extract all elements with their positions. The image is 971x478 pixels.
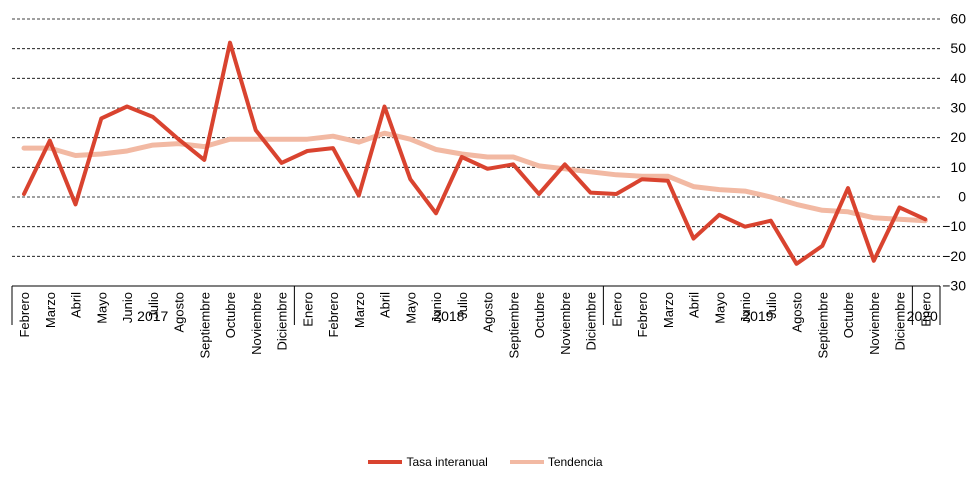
x-tick-label: Mayo: [712, 292, 727, 324]
x-tick-label: Septiembre: [815, 292, 830, 358]
x-tick-label: Diciembre: [584, 292, 599, 351]
y-tick-label: −30: [942, 278, 966, 294]
y-tick-label: 60: [950, 11, 966, 27]
x-tick-label: Diciembre: [275, 292, 290, 351]
x-tick-label: Febrero: [635, 292, 650, 338]
x-tick-label: Enero: [609, 292, 624, 327]
year-label: 2017: [137, 308, 168, 324]
x-axis-month-labels: Febrero Marzo Abril Mayo Junio Julio Agosto Sep…: [17, 292, 933, 359]
x-tick-label: Octubre: [223, 292, 238, 338]
y-tick-label: 30: [950, 100, 966, 116]
y-tick-label: 0: [958, 189, 966, 205]
legend-swatch-tendencia: [510, 460, 544, 464]
y-axis-ticks: −30 −20 −10 0 10 20 30 40 50 60: [942, 11, 966, 294]
x-tick-label: Noviembre: [558, 292, 573, 355]
y-tick-label: −10: [942, 218, 966, 234]
x-tick-label: Septiembre: [506, 292, 521, 358]
x-tick-label: Octubre: [841, 292, 856, 338]
year-label: 2018: [433, 308, 464, 324]
year-label: 2019: [742, 308, 773, 324]
legend-label-tasa: Tasa interanual: [406, 455, 487, 469]
y-tick-label: 20: [950, 129, 966, 145]
x-tick-label: Enero: [300, 292, 315, 327]
x-tick-label: Agosto: [172, 292, 187, 332]
legend-label-tendencia: Tendencia: [548, 455, 603, 469]
x-tick-label: Abril: [687, 292, 702, 318]
series-lines: [24, 43, 925, 264]
y-tick-label: −20: [942, 248, 966, 264]
x-tick-label: Agosto: [481, 292, 496, 332]
x-tick-label: Marzo: [661, 292, 676, 328]
x-tick-label: Marzo: [43, 292, 58, 328]
x-tick-label: Noviembre: [867, 292, 882, 355]
x-tick-label: Mayo: [94, 292, 109, 324]
x-tick-label: Agosto: [790, 292, 805, 332]
legend-item-tendencia: Tendencia: [510, 455, 603, 469]
x-tick-label: Junio: [120, 292, 135, 323]
x-tick-label: Diciembre: [893, 292, 908, 351]
x-tick-label: Abril: [69, 292, 84, 318]
legend-item-tasa: Tasa interanual: [368, 455, 487, 469]
line-chart: −30 −20 −10 0 10 20 30 40 50 60 Febrero Marzo Abril…: [0, 0, 971, 455]
y-tick-label: 10: [950, 159, 966, 175]
gridlines: [12, 19, 940, 256]
x-tick-label: Abril: [378, 292, 393, 318]
y-tick-label: 50: [950, 40, 966, 56]
series-line-tendencia: [24, 133, 925, 221]
x-tick-label: Septiembre: [197, 292, 212, 358]
x-tick-label: Marzo: [352, 292, 367, 328]
y-tick-label: 40: [950, 70, 966, 86]
x-tick-label: Octubre: [532, 292, 547, 338]
x-tick-label: Mayo: [403, 292, 418, 324]
x-tick-label: Febrero: [326, 292, 341, 338]
x-tick-label: Febrero: [17, 292, 32, 338]
year-label: 2020: [907, 308, 938, 324]
x-tick-label: Noviembre: [249, 292, 264, 355]
legend-swatch-tasa: [368, 460, 402, 464]
legend: Tasa interanual Tendencia: [0, 455, 971, 469]
